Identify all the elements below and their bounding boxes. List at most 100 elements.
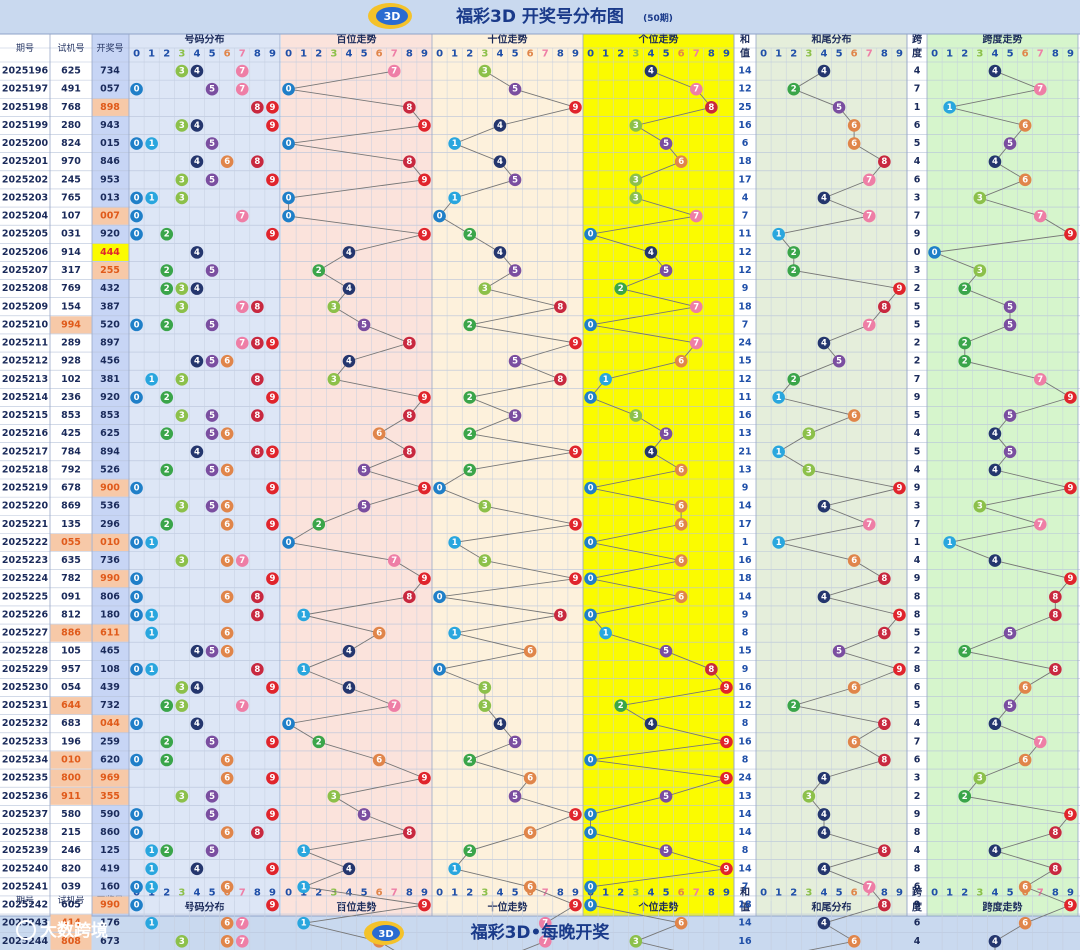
hundreds-ball-label: 6 bbox=[376, 629, 382, 639]
dist-ball bbox=[130, 590, 143, 604]
hundreds-ball bbox=[297, 880, 310, 894]
units-ball bbox=[584, 898, 597, 912]
dist-ball bbox=[220, 753, 234, 767]
dist-ball-label: 0 bbox=[134, 610, 140, 620]
span-ball-label: 4 bbox=[992, 429, 998, 439]
header-issue-bottom: 期号 bbox=[16, 895, 34, 906]
dist-ball bbox=[145, 536, 158, 549]
trial-cell: 414 bbox=[61, 918, 81, 929]
trial-cell: 317 bbox=[61, 265, 81, 276]
dist-ball bbox=[235, 916, 249, 930]
draw-cell: 255 bbox=[100, 265, 120, 276]
header-dist-digit-4-top: 4 bbox=[193, 49, 200, 60]
span-cell: 7 bbox=[914, 211, 921, 222]
issue-cell: 2025200 bbox=[2, 138, 49, 149]
header-span_trend-digit-4-top: 4 bbox=[991, 49, 998, 60]
tens-ball bbox=[508, 735, 522, 749]
issue-cell: 2025217 bbox=[2, 446, 48, 457]
sum-cell: 11 bbox=[738, 229, 751, 240]
units-ball bbox=[659, 644, 673, 658]
dist-ball-label: 9 bbox=[269, 447, 275, 457]
units-ball-label: 4 bbox=[648, 447, 654, 457]
hundreds-ball bbox=[342, 681, 356, 694]
dist-ball-label: 3 bbox=[179, 193, 185, 203]
tens-ball-label: 9 bbox=[572, 810, 578, 820]
header-units-digit-9-bottom: 9 bbox=[723, 888, 730, 899]
tail-ball-label: 8 bbox=[881, 756, 887, 766]
dist-ball-label: 3 bbox=[179, 375, 185, 385]
dist-ball bbox=[266, 862, 279, 876]
trial-cell: 031 bbox=[61, 229, 81, 240]
sum-cell: 14 bbox=[738, 591, 752, 602]
header-hundreds-digit-2-top: 2 bbox=[315, 49, 322, 60]
header-hundreds-top: 百位走势 bbox=[337, 33, 377, 46]
header-span-b-top: 度 bbox=[912, 47, 923, 60]
dist-ball-label: 3 bbox=[179, 302, 185, 312]
tens-ball bbox=[538, 916, 552, 930]
header-hundreds-digit-5-top: 5 bbox=[361, 49, 368, 60]
dist-ball-label: 8 bbox=[254, 375, 260, 385]
dist-ball bbox=[130, 318, 143, 332]
hundreds-ball-label: 2 bbox=[316, 266, 322, 276]
tail-ball bbox=[817, 808, 831, 821]
dist-ball-label: 1 bbox=[149, 610, 155, 620]
span-ball bbox=[958, 282, 972, 295]
issue-cell: 2025225 bbox=[2, 591, 48, 602]
tens-ball-label: 5 bbox=[512, 85, 518, 95]
span-cell: 3 bbox=[914, 501, 921, 512]
tail-ball-label: 8 bbox=[881, 302, 887, 312]
span-cell: 4 bbox=[914, 66, 921, 77]
units-ball-label: 3 bbox=[633, 193, 639, 203]
dist-ball bbox=[130, 82, 143, 96]
span-cell: 6 bbox=[914, 120, 921, 131]
header-tens-digit-0-top: 0 bbox=[436, 49, 443, 60]
hundreds-ball bbox=[312, 735, 326, 749]
dist-ball bbox=[205, 137, 219, 150]
hundreds-ball bbox=[372, 753, 386, 767]
span-ball-label: 1 bbox=[947, 103, 953, 113]
tail-ball-label: 1 bbox=[776, 538, 782, 548]
hundreds-ball-label: 1 bbox=[301, 846, 307, 856]
draw-cell: 853 bbox=[100, 410, 120, 421]
dist-ball-label: 8 bbox=[254, 302, 260, 312]
dist-ball-label: 4 bbox=[194, 284, 200, 294]
dist-ball-label: 3 bbox=[179, 701, 185, 711]
span-cell: 5 bbox=[914, 410, 921, 421]
hundreds-ball-label: 0 bbox=[286, 193, 292, 203]
header-units-digit-6-top: 6 bbox=[678, 49, 685, 60]
tail-ball-label: 7 bbox=[866, 320, 872, 330]
dist-ball-label: 5 bbox=[209, 85, 215, 95]
dist-ball bbox=[220, 554, 234, 567]
tail-ball bbox=[847, 119, 861, 132]
issue-cell: 2025224 bbox=[2, 573, 49, 584]
issue-cell: 2025208 bbox=[2, 283, 49, 294]
dist-ball bbox=[266, 173, 279, 187]
draw-cell: 444 bbox=[100, 247, 120, 258]
units-ball-label: 0 bbox=[588, 901, 594, 911]
draw-cell: 465 bbox=[100, 646, 120, 657]
sum-cell: 6 bbox=[742, 138, 749, 149]
span-ball-label: 5 bbox=[1007, 447, 1013, 457]
units-ball-label: 0 bbox=[588, 882, 594, 892]
header-units-digit-9-top: 9 bbox=[723, 49, 730, 60]
units-ball-label: 3 bbox=[633, 937, 639, 947]
tail-ball bbox=[772, 445, 785, 459]
header-tail-digit-1-top: 1 bbox=[775, 49, 782, 60]
header-dist-digit-3-top: 3 bbox=[178, 49, 185, 60]
issue-cell: 2025216 bbox=[2, 428, 49, 439]
dist-ball-label: 1 bbox=[149, 919, 155, 929]
span-ball-label: 5 bbox=[1007, 629, 1013, 639]
dist-ball-label: 4 bbox=[194, 683, 200, 693]
span-ball bbox=[1064, 227, 1077, 241]
hundreds-ball bbox=[403, 590, 416, 604]
header-sum-b-top: 值 bbox=[740, 47, 750, 60]
trial-cell: 765 bbox=[61, 192, 81, 203]
header-dist-digit-6-top: 6 bbox=[224, 49, 231, 60]
dist-ball-label: 9 bbox=[269, 175, 275, 185]
dist-ball bbox=[251, 590, 264, 604]
draw-highlight bbox=[92, 570, 129, 588]
header-tail-digit-0-top: 0 bbox=[760, 49, 767, 60]
hundreds-ball bbox=[327, 300, 341, 314]
header-dist-digit-0-top: 0 bbox=[133, 49, 140, 60]
header-tens-digit-3-bottom: 3 bbox=[481, 888, 488, 899]
